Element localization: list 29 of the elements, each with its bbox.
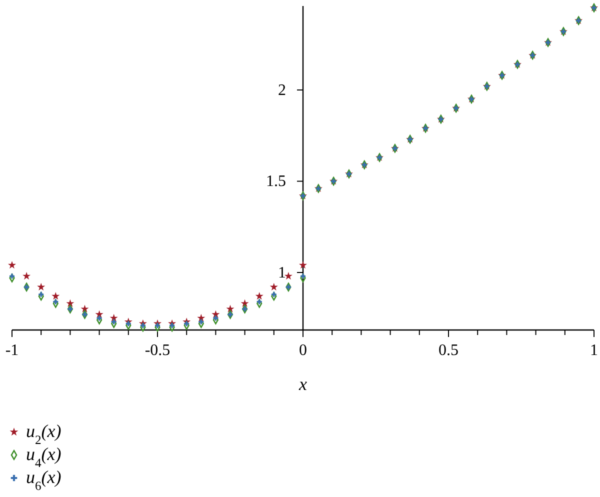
point	[8, 260, 16, 269]
y-tick-label: 2	[278, 82, 286, 99]
x-tick-label: 0.5	[438, 342, 458, 359]
point	[80, 304, 89, 312]
point	[52, 292, 60, 300]
point	[37, 282, 46, 291]
point	[95, 310, 104, 318]
x-axis-title: x	[298, 374, 307, 394]
legend-label: u$_{6}$(x)	[26, 467, 62, 493]
point	[270, 282, 278, 291]
legend-label: u$_{2}$(x)	[26, 421, 62, 447]
x-tick-label: -1	[5, 342, 19, 359]
point	[298, 260, 308, 269]
y-tick-label: 1	[278, 264, 286, 282]
point	[9, 274, 15, 279]
x-tick-label: 0	[299, 342, 307, 359]
y-tick-label: 1.5	[266, 173, 286, 190]
point	[154, 322, 160, 328]
x-tick-label: 1	[590, 342, 598, 359]
point	[22, 272, 31, 280]
x-tick-label: -0.5	[144, 342, 170, 359]
point	[300, 274, 306, 279]
point	[226, 304, 234, 312]
point	[240, 299, 249, 307]
point	[284, 272, 292, 280]
legend-label: u$_{4}$(x)	[26, 444, 62, 470]
point	[255, 292, 264, 300]
point	[66, 299, 74, 307]
point	[212, 310, 220, 318]
